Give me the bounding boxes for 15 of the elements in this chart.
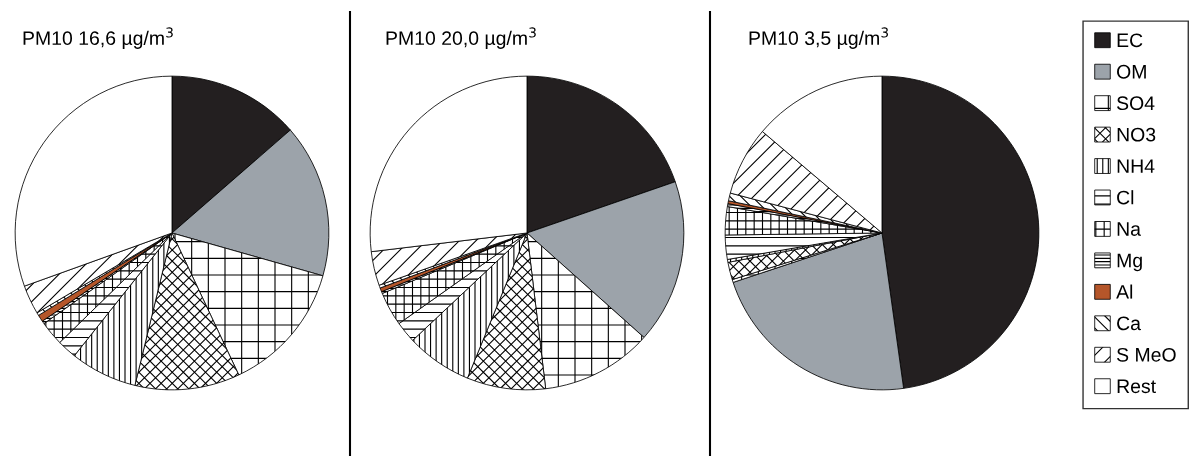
- chart-title: PM10 20,0 µg/m$^{3}$: [386, 27, 536, 49]
- legend-label: NH4: [1117, 159, 1155, 173]
- legend-label: Na: [1117, 222, 1141, 236]
- chart-title: PM10 3,5 µg/m$^{3}$: [749, 27, 888, 49]
- legend-label: Rest: [1117, 379, 1156, 394]
- legend-label: EC: [1117, 33, 1143, 48]
- legend-label: Mg: [1117, 253, 1142, 272]
- legend-label: Al: [1116, 284, 1133, 299]
- legend-label: S MeO: [1116, 347, 1176, 362]
- legend-label: SO4: [1116, 96, 1155, 111]
- legend-label: NO3: [1117, 127, 1156, 142]
- legend-label: Cl: [1117, 190, 1134, 205]
- chart-title: PM10 16,6 µg/m$^{3}$: [23, 27, 173, 49]
- legend-label: Ca: [1117, 316, 1141, 331]
- legend-label: OM: [1117, 64, 1146, 79]
